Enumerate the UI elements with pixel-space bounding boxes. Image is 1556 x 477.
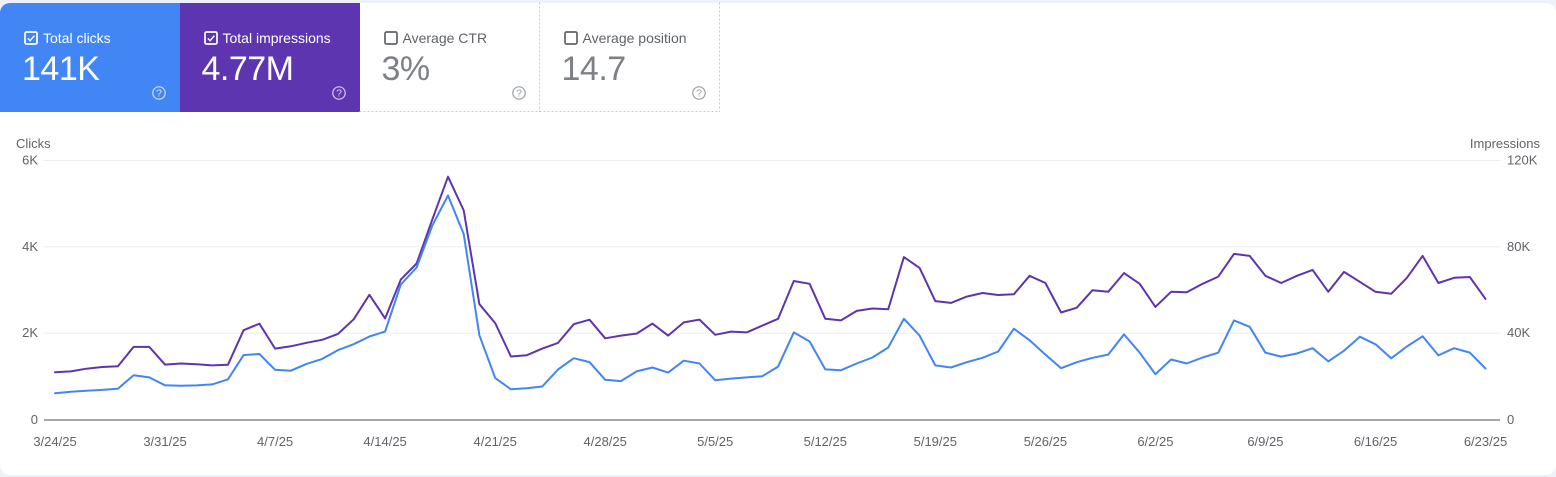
- svg-text:?: ?: [336, 87, 342, 99]
- svg-text:5/26/25: 5/26/25: [1024, 434, 1067, 449]
- svg-text:4/14/25: 4/14/25: [363, 434, 406, 449]
- svg-text:5/5/25: 5/5/25: [697, 434, 733, 449]
- svg-text:6/16/25: 6/16/25: [1354, 434, 1397, 449]
- svg-text:3/24/25: 3/24/25: [33, 434, 76, 449]
- svg-text:3/31/25: 3/31/25: [143, 434, 186, 449]
- svg-text:2K: 2K: [22, 325, 38, 340]
- svg-text:5/12/25: 5/12/25: [804, 434, 847, 449]
- svg-text:120K: 120K: [1507, 153, 1538, 168]
- svg-text:6/9/25: 6/9/25: [1247, 434, 1283, 449]
- svg-text:80K: 80K: [1507, 239, 1530, 254]
- svg-text:Clicks: Clicks: [16, 136, 51, 151]
- svg-text:0: 0: [31, 412, 38, 427]
- svg-text:6/23/25: 6/23/25: [1464, 434, 1507, 449]
- svg-text:Impressions: Impressions: [1470, 136, 1541, 151]
- svg-text:?: ?: [156, 87, 162, 99]
- svg-text:4K: 4K: [22, 239, 38, 254]
- svg-text:6K: 6K: [22, 153, 38, 168]
- svg-text:4/21/25: 4/21/25: [474, 434, 517, 449]
- svg-text:4/7/25: 4/7/25: [257, 434, 293, 449]
- svg-text:6/2/25: 6/2/25: [1137, 434, 1173, 449]
- svg-text:?: ?: [516, 87, 522, 99]
- svg-text:40K: 40K: [1507, 325, 1530, 340]
- svg-text:5/19/25: 5/19/25: [914, 434, 957, 449]
- svg-text:0: 0: [1507, 412, 1514, 427]
- svg-text:4/28/25: 4/28/25: [584, 434, 627, 449]
- svg-text:?: ?: [696, 87, 702, 99]
